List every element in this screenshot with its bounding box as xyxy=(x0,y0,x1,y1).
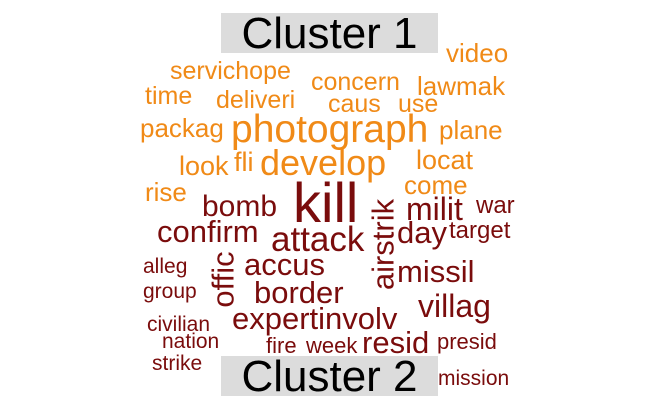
word-plane: plane xyxy=(439,115,503,145)
word-use: use xyxy=(398,90,439,118)
cluster-2-label: Cluster 2 xyxy=(221,355,438,399)
cluster-1-label: Cluster 1 xyxy=(221,12,438,56)
word-week: week xyxy=(306,333,358,358)
word-fire: fire xyxy=(266,333,297,358)
word-develop: develop xyxy=(260,142,387,183)
word-milit: milit xyxy=(406,191,463,227)
word-time: time xyxy=(145,82,193,110)
word-nation: nation xyxy=(162,330,220,353)
word-attack: attack xyxy=(271,220,365,259)
word-lawmak: lawmak xyxy=(417,71,506,101)
word-accus: accus xyxy=(244,247,325,282)
word-come: come xyxy=(404,170,468,200)
word-look: look xyxy=(179,151,229,181)
word-alleg: alleg xyxy=(143,255,188,278)
word-bomb: bomb xyxy=(202,190,278,223)
word-resid: resid xyxy=(362,325,430,360)
word-expertinvolv: expertinvolv xyxy=(232,301,398,336)
word-border: border xyxy=(254,275,344,310)
word-packag: packag xyxy=(140,113,224,143)
word-strike: strike xyxy=(152,352,203,375)
word-deliveri: deliveri xyxy=(216,86,296,114)
word-war: war xyxy=(476,192,515,219)
word-airstrik: airstrik xyxy=(365,198,401,291)
word-locat: locat xyxy=(416,145,474,175)
word-target: target xyxy=(449,217,511,244)
word-confirm: confirm xyxy=(157,214,259,249)
word-fli: fli xyxy=(234,147,254,177)
word-photograph: photograph xyxy=(231,108,429,151)
word-group: group xyxy=(143,280,197,303)
word-presid: presid xyxy=(437,329,497,354)
word-villag: villag xyxy=(418,288,491,324)
word-video: video xyxy=(446,38,509,68)
word-missil: missil xyxy=(397,254,475,289)
word-day: day xyxy=(397,215,447,250)
word-servichope: servichope xyxy=(170,57,291,85)
word-concern: concern xyxy=(311,68,400,96)
word-caus: caus xyxy=(328,90,381,118)
word-civilian: civilian xyxy=(147,313,211,336)
word-kill: kill xyxy=(293,171,359,234)
word-mission: mission xyxy=(438,367,510,390)
word-rise: rise xyxy=(145,177,187,207)
